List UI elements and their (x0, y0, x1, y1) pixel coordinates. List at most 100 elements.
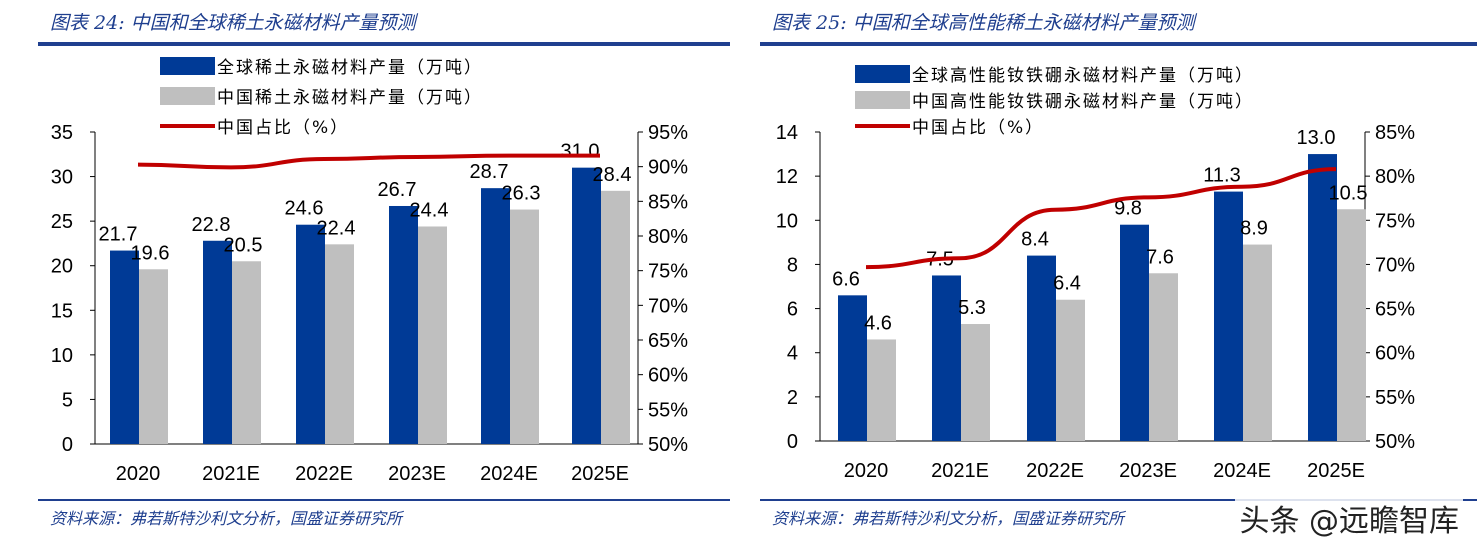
data-label-global: 8.4 (1021, 229, 1049, 251)
bar-china (325, 244, 354, 444)
y2-tick-label: 85% (1375, 122, 1415, 144)
chart-panel-25: 图表 25: 中国和全球高性能稀土永磁材料产量预测 资料来源：弗若斯特沙利文分析… (760, 0, 1477, 542)
chart-title: 图表 24: 中国和全球稀土永磁材料产量预测 (50, 12, 416, 34)
bar-global (572, 167, 601, 444)
x-tick-label: 2023E (388, 463, 446, 485)
x-tick-label: 2024E (480, 463, 538, 485)
data-label-china: 6.4 (1053, 273, 1081, 295)
y2-tick-label: 70% (1375, 254, 1415, 276)
y2-tick-label: 90% (648, 157, 688, 179)
y-tick-label: 0 (787, 431, 798, 453)
bar-china (418, 226, 447, 444)
y-tick-label: 10 (776, 210, 798, 232)
y-tick-label: 2 (787, 387, 798, 409)
y2-tick-label: 50% (1375, 431, 1415, 453)
y2-tick-label: 50% (648, 434, 688, 456)
y-tick-label: 5 (62, 389, 73, 411)
y2-tick-label: 85% (648, 191, 688, 213)
y-tick-label: 30 (51, 167, 73, 189)
y2-tick-label: 65% (1375, 299, 1415, 321)
y-tick-label: 8 (787, 254, 798, 276)
x-tick-label: 2021E (202, 463, 260, 485)
title-rule (38, 42, 730, 46)
watermark: 头条 @远瞻智库 (1235, 496, 1463, 540)
y2-tick-label: 65% (648, 330, 688, 352)
bar-china (232, 261, 261, 444)
y2-tick-label: 70% (648, 295, 688, 317)
bar-global (1027, 255, 1056, 441)
data-label-global: 11.3 (1203, 165, 1240, 187)
source-note: 资料来源：弗若斯特沙利文分析，国盛证券研究所 (772, 509, 1125, 528)
legend-swatch (160, 57, 215, 75)
x-tick-label: 2024E (1213, 460, 1271, 482)
bar-china (601, 190, 630, 444)
bar-china (961, 324, 990, 441)
legend-label: 中国占比（%） (912, 118, 1044, 138)
y2-tick-label: 60% (648, 365, 688, 387)
bar-global (389, 205, 418, 444)
legend-label: 中国高性能钕铁硼永磁材料产量（万吨） (912, 92, 1254, 112)
x-tick-label: 2022E (1026, 460, 1084, 482)
data-label-china: 20.5 (224, 234, 263, 256)
bar-global (481, 188, 510, 444)
data-label-global: 6.6 (832, 268, 860, 290)
y-tick-label: 6 (787, 299, 798, 321)
x-tick-label: 2023E (1119, 460, 1177, 482)
legend-label: 中国稀土永磁材料产量（万吨） (217, 88, 483, 108)
x-tick-label: 2022E (295, 463, 353, 485)
bar-global (1120, 224, 1149, 441)
data-label-china: 7.6 (1146, 246, 1174, 268)
x-tick-label: 2025E (571, 463, 629, 485)
y2-tick-label: 60% (1375, 343, 1415, 365)
bar-china (139, 269, 168, 444)
y-tick-label: 0 (62, 434, 73, 456)
bar-china (1337, 209, 1366, 441)
y2-tick-label: 80% (1375, 166, 1415, 188)
data-label-global: 21.7 (99, 224, 138, 246)
y-tick-label: 4 (787, 343, 798, 365)
line-china-share (137, 153, 600, 170)
line-china-share (865, 167, 1337, 270)
y2-tick-label: 75% (1375, 210, 1415, 232)
chart-panel-24: 图表 24: 中国和全球稀土永磁材料产量预测 资料来源：弗若斯特沙利文分析，国盛… (38, 0, 730, 542)
legend-label: 全球稀土永磁材料产量（万吨） (217, 58, 483, 78)
data-label-china: 8.9 (1240, 218, 1268, 240)
footer-rule (38, 499, 730, 501)
bar-global (1308, 154, 1337, 442)
y-tick-label: 10 (51, 345, 73, 367)
data-label-global: 24.6 (285, 198, 324, 220)
legend-swatch (855, 65, 910, 83)
data-label-china: 5.3 (958, 297, 986, 319)
legend-label: 全球高性能钕铁硼永磁材料产量（万吨） (912, 66, 1254, 86)
bar-global (296, 224, 325, 444)
data-label-global: 28.7 (470, 161, 509, 183)
y2-tick-label: 95% (648, 122, 688, 144)
footer-rule (760, 499, 1477, 501)
y2-tick-label: 75% (648, 261, 688, 283)
data-label-global: 22.8 (192, 214, 231, 236)
bar-global (203, 240, 232, 444)
data-label-china: 4.6 (864, 312, 892, 334)
bar-global (838, 295, 867, 441)
bar-china (867, 339, 896, 441)
y-tick-label: 14 (776, 122, 798, 144)
legend-label: 中国占比（%） (217, 118, 349, 138)
bar-global (1214, 191, 1243, 441)
y2-tick-label: 55% (648, 399, 688, 421)
title-rule (760, 42, 1477, 46)
y-tick-label: 20 (51, 256, 73, 278)
legend-swatch (160, 87, 215, 105)
chart-title: 图表 25: 中国和全球高性能稀土永磁材料产量预测 (772, 12, 1195, 34)
bar-global (110, 250, 139, 444)
bar-china (510, 209, 539, 444)
data-label-china: 24.4 (410, 199, 449, 221)
y-tick-label: 15 (51, 300, 73, 322)
source-note: 资料来源：弗若斯特沙利文分析，国盛证券研究所 (50, 509, 403, 528)
data-label-global: 13.0 (1297, 127, 1336, 149)
y2-tick-label: 80% (648, 226, 688, 248)
y-tick-label: 25 (51, 211, 73, 233)
data-label-global: 9.8 (1114, 198, 1142, 220)
x-tick-label: 2021E (931, 460, 989, 482)
bar-china (1243, 244, 1272, 441)
